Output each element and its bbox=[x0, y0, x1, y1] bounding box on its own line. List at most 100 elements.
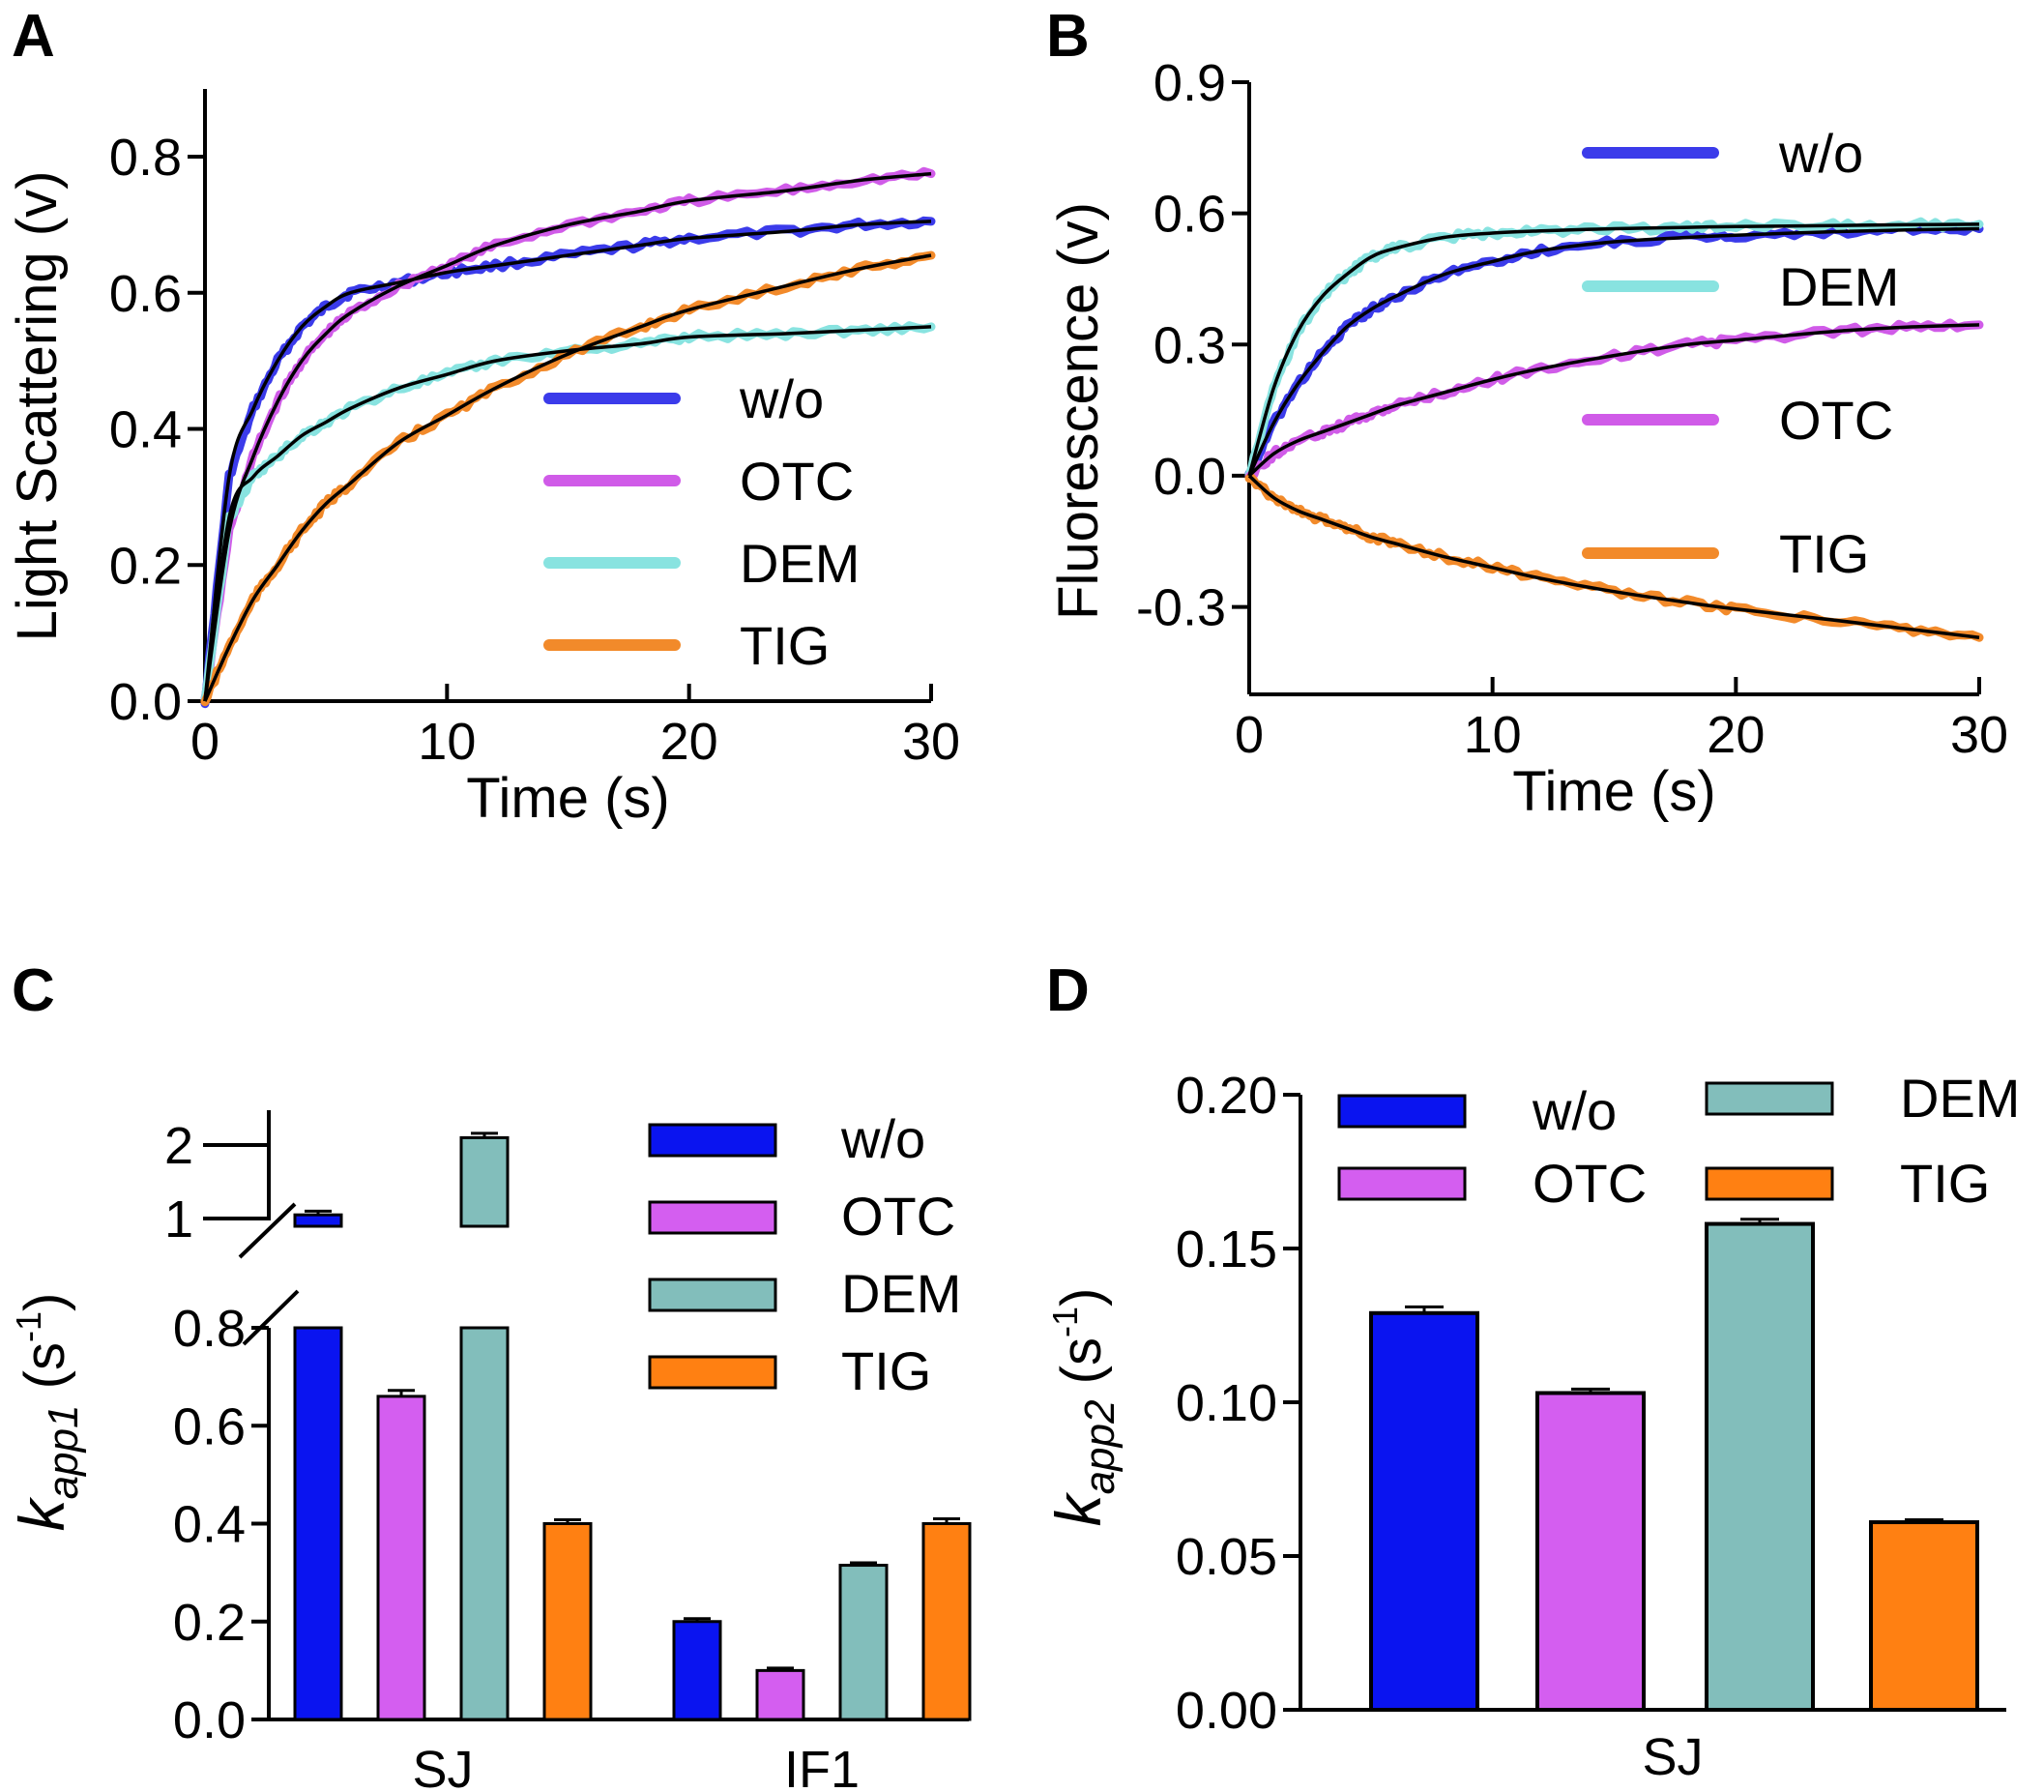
legend-label: TIG bbox=[740, 615, 830, 676]
legend-swatch bbox=[1705, 1081, 1834, 1116]
y-tick-label: 0.4 bbox=[173, 1496, 246, 1554]
legend-label: TIG bbox=[1900, 1153, 1990, 1214]
x-tick-label: 20 bbox=[1707, 706, 1765, 764]
x-category-label: SJ bbox=[412, 1741, 473, 1792]
bar-dem-sj-upper bbox=[459, 1135, 510, 1228]
legend-label: OTC bbox=[841, 1186, 955, 1247]
bar-otc-sj bbox=[376, 1395, 426, 1721]
bar-wo-sj-upper bbox=[293, 1213, 343, 1228]
y-tick-label: 0.6 bbox=[109, 265, 182, 323]
x-axis-title: Time (s) bbox=[1512, 760, 1715, 823]
y-title-subscript: app1 bbox=[40, 1404, 87, 1499]
legend-swatch bbox=[1705, 1166, 1834, 1201]
y-tick-label: 0.20 bbox=[1176, 1067, 1277, 1125]
fit-curve-wo bbox=[1247, 226, 1980, 477]
y-tick-label: 0.0 bbox=[173, 1691, 246, 1749]
legend-label: w/o bbox=[1532, 1080, 1617, 1141]
bar-tig bbox=[1869, 1520, 1979, 1713]
y-tick-label: 0.0 bbox=[109, 673, 182, 731]
y-tick-label: 0.6 bbox=[1153, 186, 1226, 244]
legend-label: DEM bbox=[1900, 1068, 2020, 1129]
y-tick-label: 0.10 bbox=[1176, 1374, 1277, 1432]
legend-label: DEM bbox=[1779, 256, 1899, 317]
legend-label: TIG bbox=[1779, 523, 1869, 584]
legend-label: TIG bbox=[841, 1340, 931, 1401]
legend-label: OTC bbox=[1779, 390, 1893, 451]
fit-curve-otc bbox=[1247, 323, 1980, 478]
legend-label: w/o bbox=[1778, 123, 1863, 184]
x-tick-label: 10 bbox=[418, 713, 476, 771]
panel-letter: A bbox=[12, 3, 55, 70]
legend-swatch bbox=[648, 1278, 777, 1312]
legend-swatch bbox=[648, 1355, 777, 1390]
bar-tig-sj bbox=[542, 1522, 593, 1721]
x-category-label: SJ bbox=[1642, 1728, 1703, 1786]
y-tick-label: 0.05 bbox=[1176, 1528, 1277, 1586]
legend-label: OTC bbox=[740, 451, 854, 512]
bar-wo-if1 bbox=[672, 1620, 722, 1721]
y-title-superscript: -1 bbox=[1045, 1307, 1085, 1337]
fit-curve-tig bbox=[1247, 474, 1980, 639]
x-category-label: IF1 bbox=[784, 1741, 860, 1792]
axis-break-mark bbox=[242, 1289, 300, 1346]
y-tick-label: 0.8 bbox=[173, 1300, 246, 1358]
y-title-close: ) bbox=[1050, 1288, 1113, 1307]
y-axis-title: kapp1 (s-1) bbox=[6, 1293, 87, 1532]
y-title-close: ) bbox=[14, 1293, 76, 1311]
axis-break-mark bbox=[238, 1202, 297, 1259]
fit-curve-dem bbox=[1247, 222, 1980, 477]
y-title-subscript: app2 bbox=[1076, 1399, 1124, 1494]
y-tick-label: 0.2 bbox=[109, 537, 182, 595]
y-title-unit: (s bbox=[14, 1342, 76, 1404]
panel-c: C 0.0 0.2 0.4 0.6 0.8 1 2 kapp1 (s-1) SJ IF1 w/o OTC… bbox=[6, 957, 972, 1792]
panel-d: D 0.00 0.05 0.10 0.15 0.20 kapp2 (s-1) SJ w/o OTC… bbox=[1042, 957, 2020, 1786]
y-tick-label: 0.4 bbox=[109, 401, 182, 459]
x-tick-label: 20 bbox=[660, 713, 718, 771]
x-tick-label: 0 bbox=[1235, 706, 1264, 764]
y-tick-label: 0.0 bbox=[1153, 448, 1226, 506]
panel-letter: B bbox=[1046, 3, 1090, 70]
x-axis-title: Time (s) bbox=[466, 767, 669, 830]
x-tick-label: 10 bbox=[1464, 706, 1522, 764]
legend-label: w/o bbox=[840, 1108, 925, 1169]
bar-otc bbox=[1535, 1391, 1646, 1712]
legend-swatch bbox=[648, 1123, 777, 1158]
bar-wo-sj-lower bbox=[293, 1326, 343, 1721]
y-tick-label: 1 bbox=[164, 1190, 193, 1249]
legend-swatch bbox=[648, 1200, 777, 1235]
y-tick-label: 0.3 bbox=[1153, 316, 1226, 374]
x-tick-label: 30 bbox=[902, 713, 960, 771]
panel-a: A 0 10 20 30 0.0 0.2 0.4 0.6 0.8 Time (s) Light Sca… bbox=[6, 3, 960, 830]
legend-swatch bbox=[1337, 1166, 1467, 1201]
y-tick-label: -0.3 bbox=[1136, 579, 1226, 637]
bar-tig-if1 bbox=[921, 1522, 972, 1721]
x-tick-label: 0 bbox=[190, 713, 219, 771]
y-title-k: k bbox=[6, 1496, 77, 1531]
y-tick-label: 0.15 bbox=[1176, 1220, 1277, 1278]
y-tick-label: 0.8 bbox=[109, 129, 182, 187]
legend-label: w/o bbox=[739, 368, 824, 429]
bar-dem-sj-lower bbox=[459, 1326, 510, 1721]
bar-dem bbox=[1705, 1221, 1815, 1713]
x-tick-label: 30 bbox=[1950, 706, 2008, 764]
y-title-k: k bbox=[1042, 1491, 1114, 1526]
fit-curve-dem bbox=[203, 325, 932, 702]
y-axis-title: kapp2 (s-1) bbox=[1042, 1288, 1124, 1527]
fit-curve-tig bbox=[203, 253, 932, 702]
legend-label: OTC bbox=[1533, 1153, 1647, 1214]
panel-letter: C bbox=[12, 957, 55, 1024]
bar-dem-if1 bbox=[838, 1564, 889, 1721]
y-axis-title: Light Scattering (v) bbox=[6, 171, 69, 642]
legend-label: DEM bbox=[740, 533, 860, 594]
y-tick-label: 0.9 bbox=[1153, 54, 1226, 112]
panel-letter: D bbox=[1046, 957, 1090, 1024]
y-tick-label: 2 bbox=[164, 1117, 193, 1175]
legend-swatch bbox=[1337, 1094, 1467, 1129]
panel-b: B 0 10 20 30 -0.3 0.0 0.3 0.6 0.9 Time (s) Fluoresc… bbox=[1046, 3, 2008, 823]
y-tick-label: 0.00 bbox=[1176, 1682, 1277, 1740]
y-title-unit: (s bbox=[1050, 1337, 1113, 1399]
y-tick-label: 0.6 bbox=[173, 1397, 246, 1455]
y-axis-title: Fluorescence (v) bbox=[1047, 202, 1110, 620]
y-tick-label: 0.2 bbox=[173, 1594, 246, 1652]
